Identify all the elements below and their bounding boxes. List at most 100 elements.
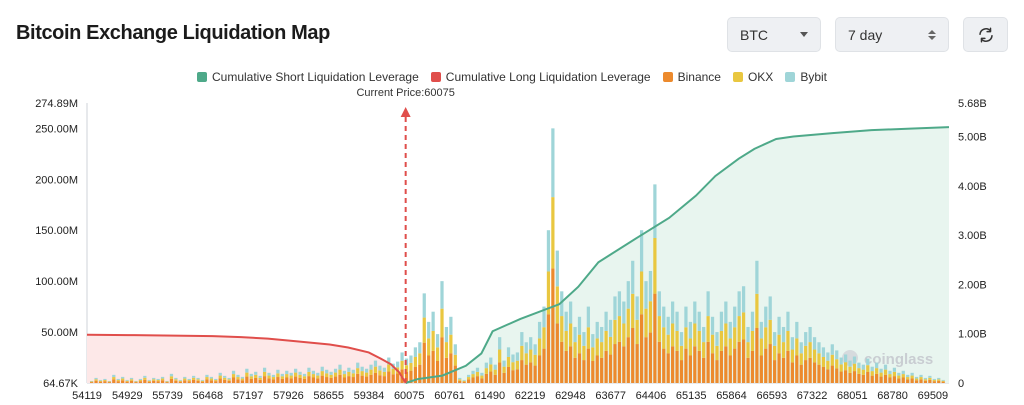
bar-bybit (320, 366, 324, 372)
bar-okx (231, 374, 236, 378)
x-tick-label: 65864 (716, 390, 747, 402)
bar-bybit (710, 316, 715, 335)
bar-bybit (493, 364, 497, 370)
bar-binance (626, 337, 630, 383)
bar-binance (347, 376, 351, 383)
bar-bybit (635, 296, 639, 320)
bar-bybit (107, 380, 111, 382)
bar-binance (737, 341, 741, 383)
bar-okx (901, 374, 905, 378)
bar-bybit (781, 326, 786, 343)
bar-okx (755, 293, 759, 328)
bar-binance (777, 353, 781, 383)
bar-okx (648, 301, 653, 333)
bar-binance (187, 381, 191, 383)
x-tick-label: 54119 (72, 390, 102, 402)
y-right-tick-label: 0 (958, 378, 964, 390)
bar-bybit (196, 377, 200, 380)
bar-okx (462, 380, 466, 382)
bar-bybit (453, 344, 457, 355)
bar-okx (812, 349, 817, 363)
legend-swatch-bybit (785, 72, 796, 82)
bar-binance (741, 339, 746, 383)
bar-binance (396, 373, 400, 383)
bar-bybit (271, 374, 276, 378)
bar-binance (107, 382, 111, 383)
legend-label-bybit: Bybit (800, 70, 827, 84)
bar-binance (675, 350, 679, 383)
bar-binance (435, 360, 440, 383)
bar-binance (657, 341, 661, 383)
asset-select[interactable]: BTC (727, 17, 821, 52)
bar-bybit (373, 360, 378, 367)
bar-okx (280, 376, 284, 379)
bar-binance (262, 376, 267, 383)
bar-binance (666, 353, 670, 383)
legend-item-short[interactable]: Cumulative Short Liquidation Leverage (196, 70, 419, 84)
bar-bybit (843, 354, 848, 363)
bar-binance (502, 372, 506, 383)
bar-bybit (231, 370, 236, 375)
bar-okx (600, 342, 604, 358)
asset-select-value: BTC (740, 26, 768, 43)
legend-item-long[interactable]: Cumulative Long Liquidation Leverage (430, 70, 651, 84)
bar-bybit (178, 379, 182, 381)
bar-okx (569, 323, 573, 347)
time-range-value: 7 day (848, 26, 883, 43)
bar-binance (245, 376, 249, 383)
bar-bybit (569, 301, 573, 324)
bar-binance (121, 380, 125, 383)
bar-okx (169, 376, 174, 379)
bar-okx (409, 362, 413, 371)
bar-okx (311, 374, 315, 378)
bar-bybit (205, 374, 209, 378)
bar-okx (236, 377, 240, 380)
bar-binance (897, 378, 901, 383)
bar-bybit (489, 357, 493, 365)
bar-bybit (693, 301, 697, 324)
bar-okx (750, 330, 755, 351)
bar-bybit (422, 293, 426, 318)
bar-okx (347, 371, 351, 377)
bar-okx (537, 338, 542, 356)
bar-binance (693, 346, 697, 383)
bar-binance (604, 350, 608, 383)
bar-bybit (795, 321, 799, 339)
legend-item-binance[interactable]: Binance (662, 70, 721, 84)
bar-okx (529, 349, 533, 363)
bar-okx (808, 342, 812, 358)
bar-bybit (786, 311, 790, 331)
refresh-icon (978, 27, 993, 42)
bar-bybit (702, 326, 706, 343)
bar-binance (608, 354, 613, 383)
y-right-tick-label: 3.00B (958, 230, 987, 242)
legend-item-bybit[interactable]: Bybit (785, 70, 827, 84)
bar-okx (329, 374, 333, 378)
bar-binance (808, 357, 812, 383)
bar-okx (413, 356, 418, 367)
bar-binance (116, 381, 120, 383)
bar-bybit (582, 332, 586, 346)
refresh-button[interactable] (963, 17, 1008, 52)
bar-okx (458, 379, 462, 381)
bar-bybit (262, 367, 267, 372)
legend-label-short: Cumulative Short Liquidation Leverage (211, 70, 419, 84)
legend-item-okx[interactable]: OKX (732, 70, 773, 84)
bar-okx (369, 369, 373, 375)
bar-bybit (471, 370, 475, 375)
bar-okx (156, 380, 160, 382)
bar-okx (134, 381, 138, 383)
bar-binance (449, 353, 453, 383)
bar-binance (462, 381, 466, 383)
bar-binance (710, 353, 715, 383)
bar-okx (183, 378, 187, 381)
bar-okx (466, 377, 471, 380)
bar-bybit (600, 326, 604, 343)
bar-binance (697, 350, 701, 383)
legend-label-long: Cumulative Long Liquidation Leverage (445, 70, 651, 84)
bar-binance (746, 357, 750, 383)
bar-bybit (919, 374, 923, 378)
bar-okx (267, 375, 271, 379)
bar-binance (125, 381, 129, 383)
time-range-select[interactable]: 7 day (835, 17, 949, 52)
